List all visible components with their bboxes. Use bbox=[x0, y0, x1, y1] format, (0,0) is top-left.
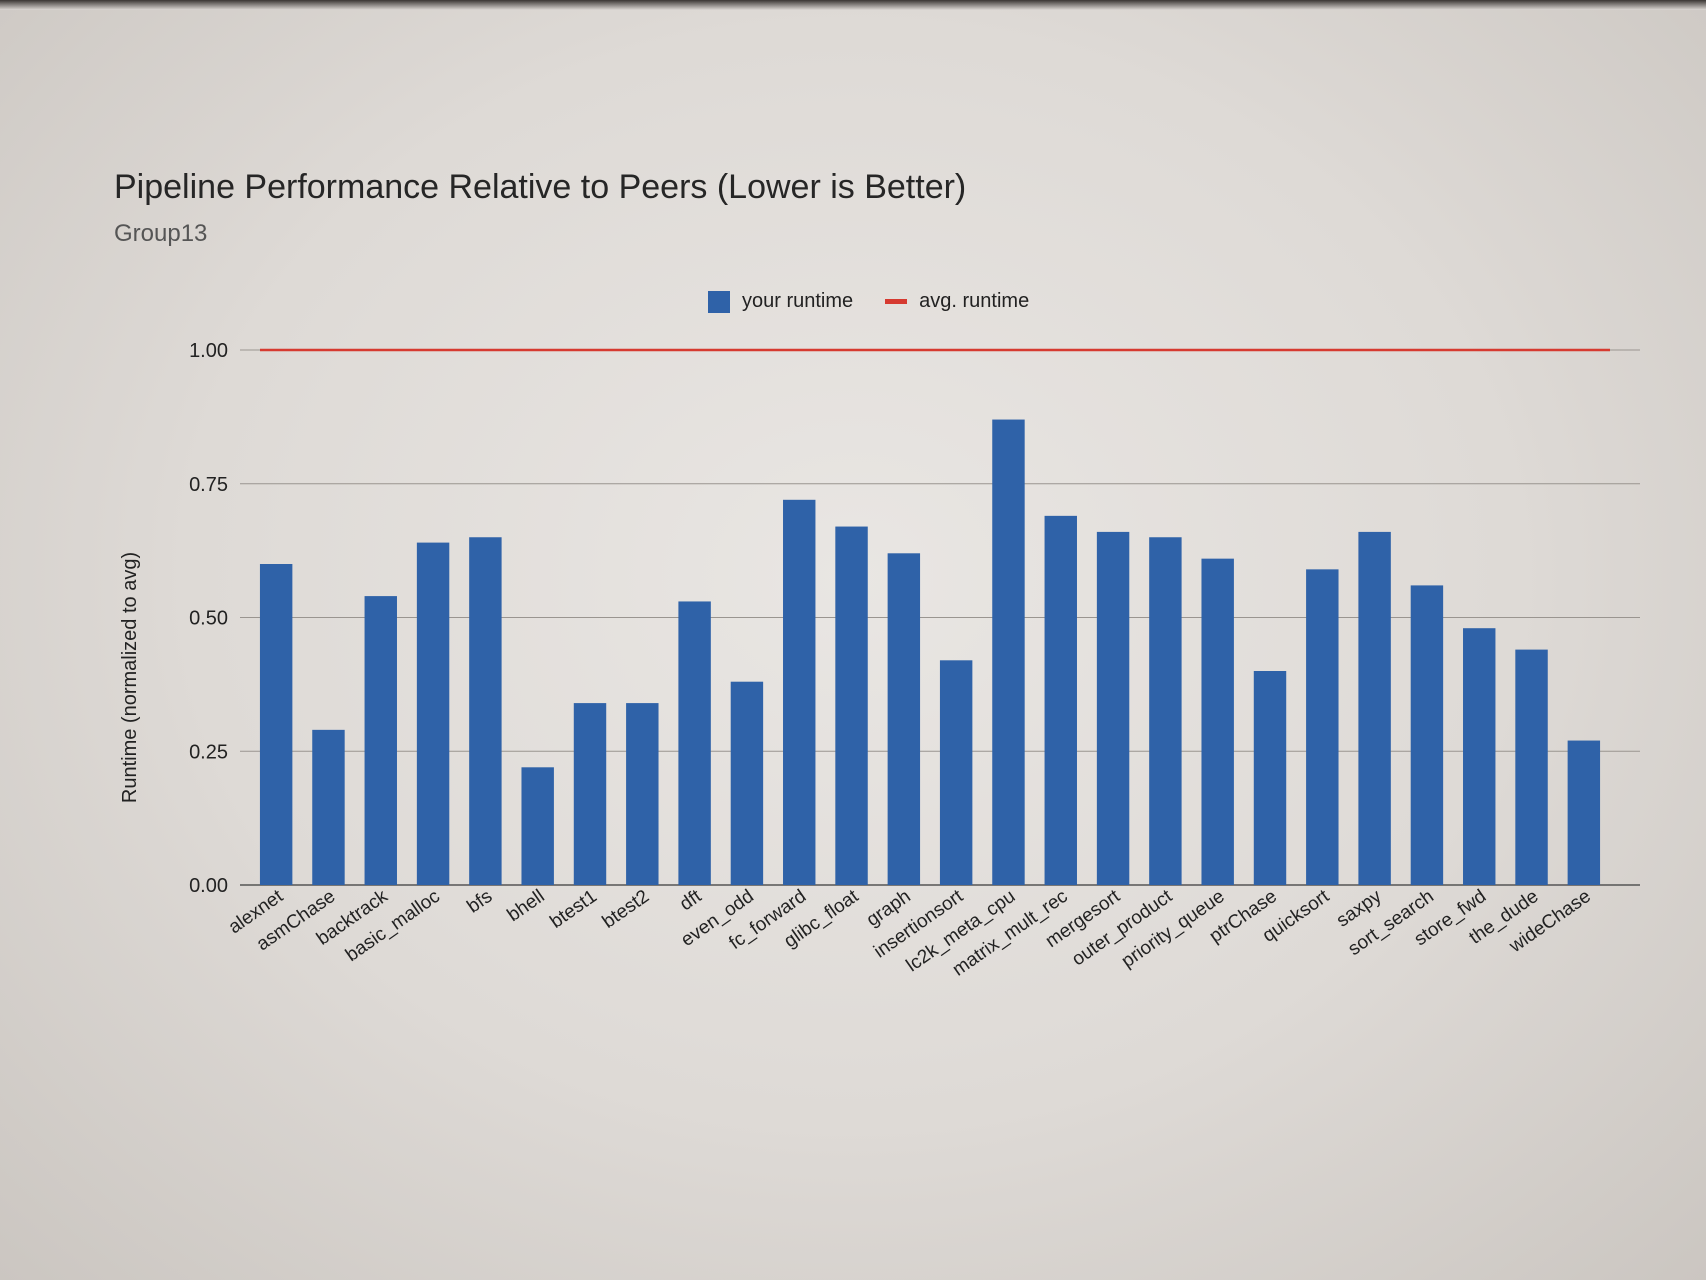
bar-asmChase bbox=[312, 729, 345, 885]
y-tick-label: 0.75 bbox=[189, 474, 228, 496]
bar-fc_forward bbox=[783, 499, 816, 885]
bar-btest1 bbox=[573, 703, 607, 885]
bar-quicksort bbox=[1306, 569, 1339, 885]
y-tick-label: 0.50 bbox=[189, 608, 228, 630]
bar-graph bbox=[887, 553, 921, 885]
y-tick-label: 1.00 bbox=[189, 340, 228, 362]
bar-bfs bbox=[469, 537, 502, 885]
bar-the_dude bbox=[1515, 649, 1548, 885]
bar-matrix_mult_rec bbox=[1044, 515, 1077, 885]
paper-top-edge bbox=[0, 0, 1706, 10]
y-axis-title: Runtime (normalized to avg) bbox=[119, 552, 141, 803]
bar-ptrChase bbox=[1253, 671, 1287, 885]
bar-lc2k_meta_cpu bbox=[992, 419, 1025, 885]
bar-saxpy bbox=[1358, 531, 1391, 885]
bar-priority_queue bbox=[1201, 558, 1234, 885]
y-tick-label: 0.25 bbox=[189, 741, 228, 763]
x-tick-label: btest2 bbox=[599, 886, 653, 933]
x-tick-label: bfs bbox=[463, 886, 496, 918]
y-tick-label: 0.00 bbox=[189, 875, 228, 897]
bar-sort_search bbox=[1410, 585, 1444, 885]
x-tick-label: btest1 bbox=[546, 886, 600, 933]
x-tick-label: dft bbox=[676, 885, 706, 915]
bar-backtrack bbox=[364, 596, 397, 885]
legend-line-swatch bbox=[885, 299, 908, 304]
bar-insertionsort bbox=[939, 660, 973, 885]
chart-legend: your runtime avg. runtime bbox=[708, 290, 1029, 313]
legend-bar-label: your runtime bbox=[742, 290, 854, 312]
x-tick-label: bhell bbox=[504, 886, 549, 926]
bar-bhell bbox=[521, 767, 554, 885]
bar-dft bbox=[678, 601, 711, 885]
legend-bar-swatch bbox=[708, 290, 730, 313]
bar-outer_product bbox=[1149, 537, 1182, 885]
chart-title: Pipeline Performance Relative to Peers (… bbox=[114, 168, 967, 206]
bar-wideChase bbox=[1567, 740, 1601, 885]
bar-basic_malloc bbox=[416, 542, 450, 885]
bar-glibc_float bbox=[835, 526, 868, 885]
bar-even_odd bbox=[730, 681, 764, 885]
chart-subtitle: Group13 bbox=[114, 220, 208, 247]
bar-alexnet bbox=[259, 564, 293, 885]
bar-mergesort bbox=[1096, 531, 1130, 885]
legend-line-label: avg. runtime bbox=[919, 290, 1030, 312]
bar-store_fwd bbox=[1463, 628, 1496, 885]
bar-btest2 bbox=[626, 703, 659, 885]
